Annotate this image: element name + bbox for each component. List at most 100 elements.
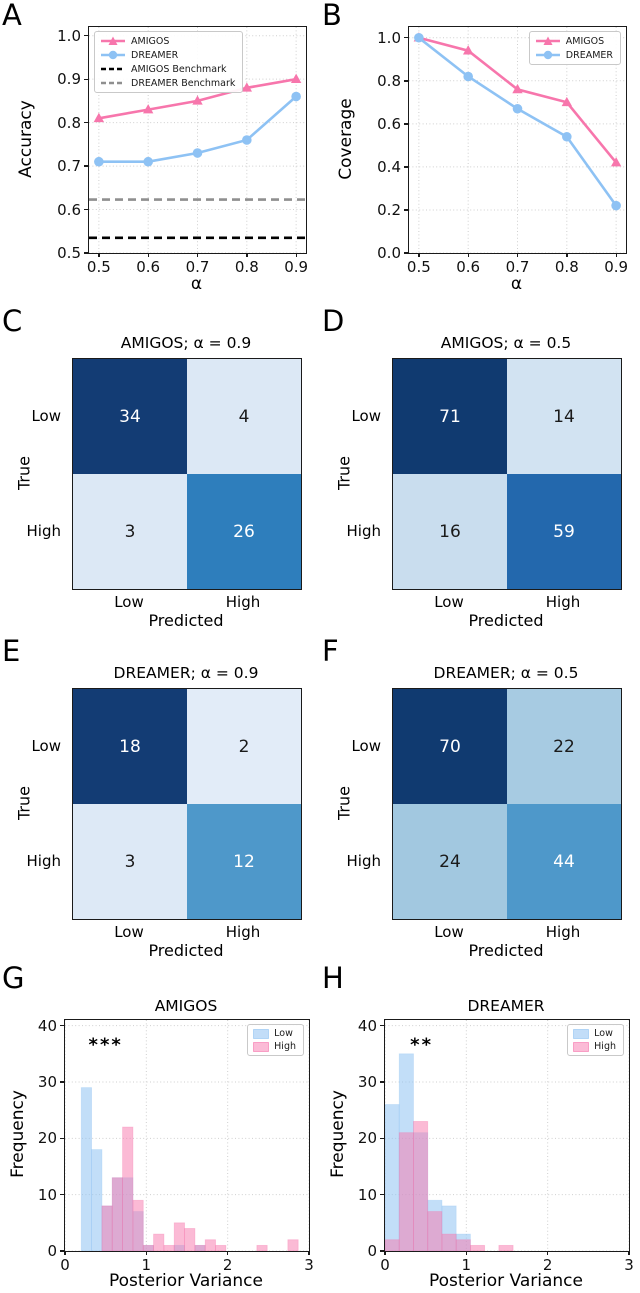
- x-tick-mark: [628, 1251, 630, 1255]
- y-tick-mark: [380, 1025, 384, 1027]
- y-tick-label: 30: [357, 1072, 377, 1091]
- y-tick-mark: [404, 37, 408, 39]
- y-tick-mark: [380, 1250, 384, 1252]
- x-tick-mark: [295, 253, 297, 257]
- confusion-matrix: 71 14 16 59: [392, 358, 622, 590]
- cm-cell-true-high-pred-low: 3: [73, 804, 187, 919]
- y-tick-mark: [84, 208, 88, 211]
- legend-label: High: [594, 1041, 616, 1052]
- cm-value: 3: [124, 851, 136, 872]
- legend-label: High: [274, 1041, 296, 1052]
- cm-cell-true-low-pred-low: 71: [393, 359, 507, 474]
- legend-sample-dreamer: [101, 50, 125, 60]
- matrix-title: AMIGOS; α = 0.9: [120, 334, 252, 352]
- plot-area-histogram: 0 1 2 3 0 10 20 30 40 ** Low High: [358, 1017, 634, 1274]
- legend: AMIGOS DREAMER: [528, 31, 621, 65]
- row-label-high: High: [346, 521, 381, 540]
- cm-value: 59: [553, 521, 575, 542]
- legend-entry-high: High: [573, 1041, 616, 1052]
- y-tick-mark: [404, 166, 408, 168]
- row-labels: Low High: [0, 358, 70, 588]
- x-tick-mark: [516, 253, 519, 257]
- cm-value: 22: [553, 736, 575, 757]
- x-tick-mark: [467, 253, 469, 257]
- significance-stars: **: [410, 1034, 434, 1056]
- y-tick-label: 0.4: [377, 157, 401, 176]
- x-tick-label: 0.8: [234, 258, 259, 276]
- histogram-title: AMIGOS: [154, 997, 218, 1015]
- legend-entry-amigos-benchmark: AMIGOS Benchmark: [100, 63, 235, 75]
- x-tick-label: 0.9: [284, 258, 309, 276]
- legend-sample-high: [573, 1041, 589, 1052]
- x-tick-label: 2: [542, 1256, 553, 1274]
- cm-value: 16: [439, 521, 461, 542]
- cm-cell-true-high-pred-high: 59: [507, 474, 621, 589]
- col-labels: Low High: [392, 923, 620, 941]
- cm-value: 14: [553, 406, 575, 427]
- panel-letter-f: F: [322, 634, 339, 668]
- panel-letter-h: H: [322, 961, 344, 995]
- col-labels: Low High: [392, 593, 620, 611]
- col-label-high: High: [225, 923, 261, 941]
- cm-value: 2: [238, 736, 250, 757]
- legend-sample-amigos: [535, 36, 560, 45]
- x-tick-label: 0.6: [456, 258, 481, 276]
- y-tick-label: 40: [37, 1016, 57, 1035]
- panel-c-confusion-amigos-09: C AMIGOS; α = 0.9 True Low High 34 4 3 2…: [0, 300, 320, 630]
- y-tick-mark: [404, 80, 408, 82]
- cm-cell-true-low-pred-low: 70: [393, 689, 507, 804]
- y-tick-mark: [84, 165, 88, 167]
- y-tick-label: 0.7: [57, 157, 81, 176]
- panel-d-confusion-amigos-05: D AMIGOS; α = 0.5 True Low High 71 14 16…: [320, 300, 640, 630]
- cm-cell-true-high-pred-low: 3: [73, 474, 187, 589]
- x-axis-label-predicted: Predicted: [148, 611, 224, 630]
- y-tick-mark: [60, 1081, 64, 1083]
- col-label-low: Low: [114, 593, 144, 611]
- x-tick-mark: [147, 253, 149, 257]
- x-tick-label: 0.7: [505, 258, 530, 276]
- panel-letter-d: D: [322, 304, 345, 338]
- confusion-matrix: 70 22 24 44: [392, 688, 622, 920]
- significance-stars: ***: [88, 1034, 123, 1056]
- x-tick-mark: [145, 1251, 148, 1255]
- y-tick-mark: [60, 1137, 64, 1139]
- cm-value: 4: [238, 406, 250, 427]
- y-tick-label: 0.5: [57, 244, 81, 262]
- x-tick-mark: [615, 253, 617, 257]
- x-axis-label-predicted: Predicted: [148, 941, 224, 960]
- y-tick-label: 0.0: [377, 244, 401, 262]
- legend-label: Low: [594, 1028, 613, 1039]
- y-tick-label: 0.8: [57, 113, 81, 132]
- row-label-low: Low: [351, 736, 381, 755]
- legend-sample-high: [253, 1041, 269, 1052]
- x-tick-label: 0.5: [406, 258, 431, 276]
- y-tick-label: 0: [367, 1242, 377, 1260]
- y-tick-label: 0.6: [377, 114, 401, 133]
- x-tick-label: 2: [222, 1256, 233, 1274]
- col-label-low: Low: [434, 923, 464, 941]
- row-label-high: High: [26, 851, 61, 870]
- x-tick-label: 0.9: [604, 258, 629, 276]
- matrix-title: DREAMER; α = 0.5: [433, 664, 579, 682]
- plot-area-accuracy: 0.5 0.6 0.7 0.8 0.9 0.5 0.6 0.7 0.8 0.9 1.0 AMIGOS D…: [57, 26, 308, 276]
- y-tick-label: 0: [47, 1242, 57, 1260]
- cm-cell-true-low-pred-high: 2: [187, 689, 301, 804]
- line-chart-svg: [89, 27, 306, 253]
- cm-value: 3: [124, 521, 136, 542]
- cm-cell-true-high-pred-high: 44: [507, 804, 621, 919]
- histogram-title: DREAMER: [467, 997, 545, 1015]
- col-label-high: High: [545, 593, 581, 611]
- row-label-high: High: [346, 851, 381, 870]
- panel-letter-b: B: [322, 0, 342, 32]
- x-tick-label: 3: [304, 1256, 314, 1274]
- y-tick-label: 10: [37, 1185, 57, 1204]
- legend-entry-high: High: [253, 1041, 296, 1052]
- col-label-low: Low: [114, 923, 144, 941]
- legend-label: AMIGOS: [565, 35, 605, 47]
- panel-g-histogram-amigos: G AMIGOS Frequency 0 1 2 3 0 10 20 30 40 *** Low Hi…: [0, 962, 320, 1293]
- panel-f-confusion-dreamer-05: F DREAMER; α = 0.5 True Low High 70 22 2…: [320, 630, 640, 960]
- legend-label: DREAMER: [131, 49, 179, 61]
- plot-area-coverage: 0.5 0.6 0.7 0.8 0.9 0.0 0.2 0.4 0.6 0.8 1.0 AMIGOS D…: [377, 26, 628, 276]
- legend-entry-low: Low: [253, 1028, 296, 1039]
